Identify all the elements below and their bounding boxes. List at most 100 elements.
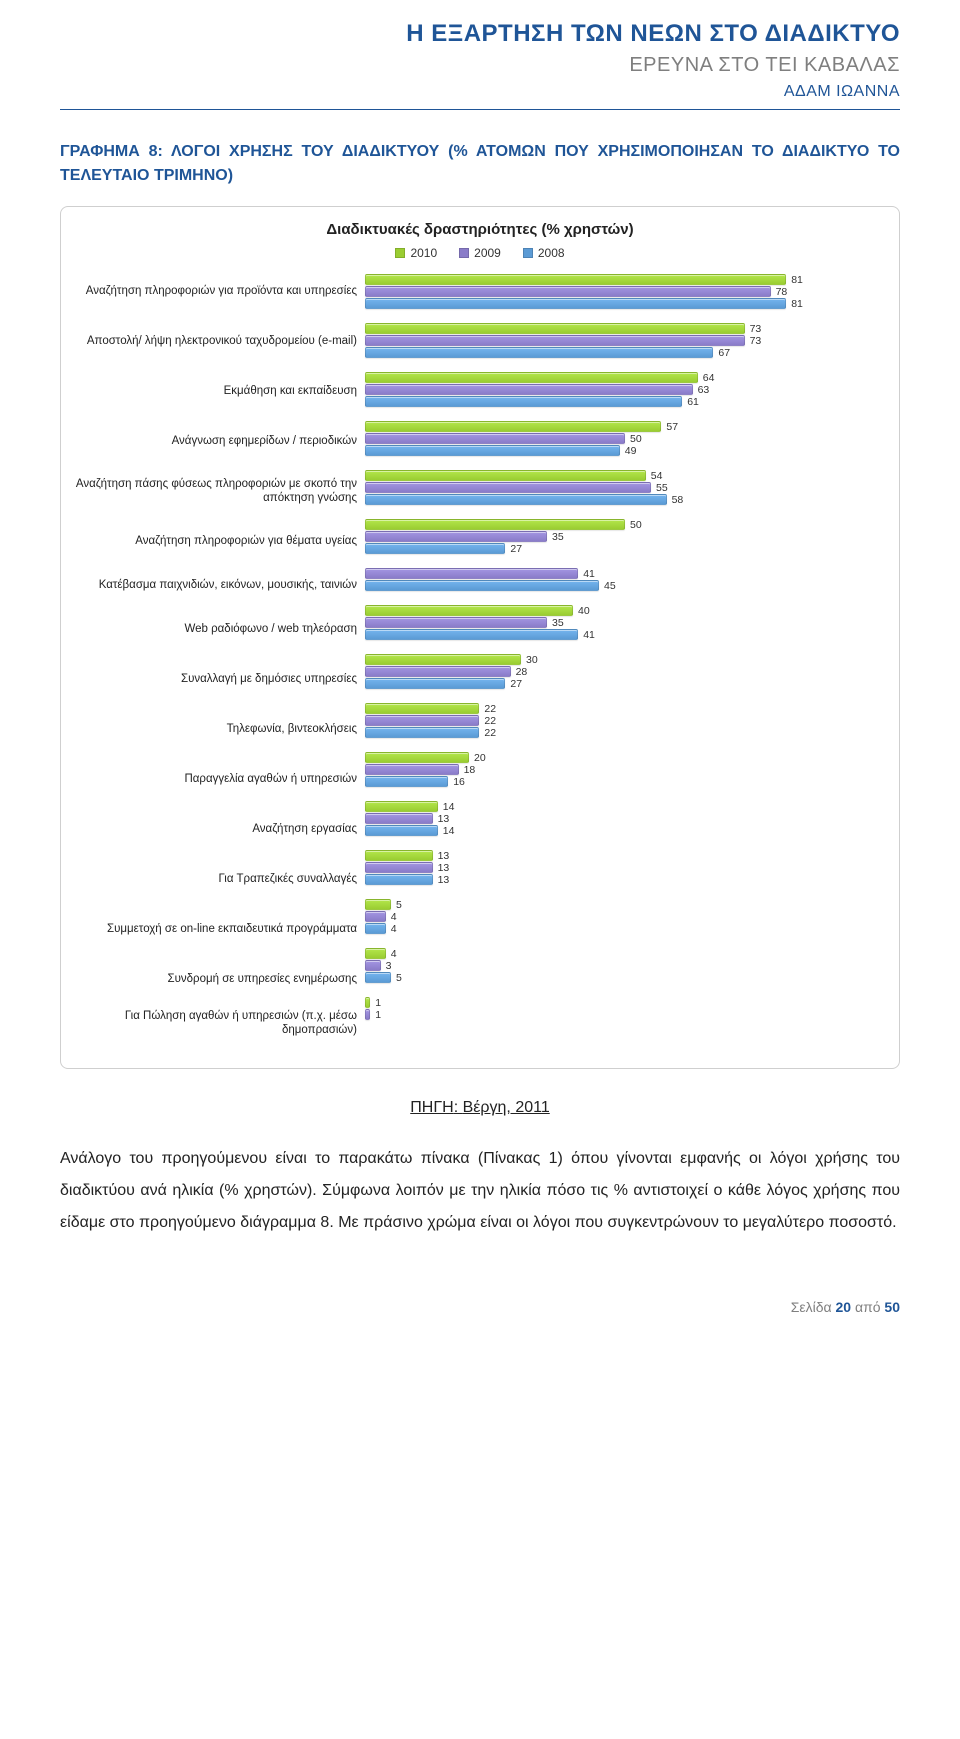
bar bbox=[365, 298, 786, 309]
bar bbox=[365, 972, 391, 983]
category-label: Αναζήτηση πληροφοριών για προϊόντα και υ… bbox=[75, 274, 365, 310]
bar bbox=[365, 997, 370, 1008]
bar-row: 55 bbox=[365, 482, 855, 493]
bar-value: 1 bbox=[375, 1009, 381, 1021]
bar-value: 4 bbox=[391, 911, 397, 923]
bar bbox=[365, 433, 625, 444]
bar bbox=[365, 850, 433, 861]
bar-value: 40 bbox=[578, 605, 590, 617]
bar bbox=[365, 715, 479, 726]
bar-row: 14 bbox=[365, 825, 855, 836]
bar bbox=[365, 764, 459, 775]
bar-row: 3 bbox=[365, 960, 855, 971]
bar-value: 41 bbox=[583, 629, 595, 641]
bar-row: 81 bbox=[365, 298, 855, 309]
bar bbox=[365, 519, 625, 530]
bar bbox=[365, 801, 438, 812]
bar-row: 64 bbox=[365, 372, 855, 383]
bar-row: 57 bbox=[365, 421, 855, 432]
legend-label: 2010 bbox=[410, 246, 437, 260]
bar bbox=[365, 825, 438, 836]
legend-item: 2009 bbox=[459, 246, 501, 260]
bar-value: 20 bbox=[474, 752, 486, 764]
category-label: Ανάγνωση εφημερίδων / περιοδικών bbox=[75, 424, 365, 460]
bar bbox=[365, 470, 646, 481]
body-paragraph: Ανάλογο του προηγούμενου είναι το παρακά… bbox=[60, 1143, 900, 1239]
bar-row: 1 bbox=[365, 997, 855, 1008]
bar-group: 545558 bbox=[365, 470, 855, 505]
bar-group: 131313 bbox=[365, 850, 855, 885]
bar-value: 50 bbox=[630, 433, 642, 445]
bar-row: 27 bbox=[365, 678, 855, 689]
bar-value: 49 bbox=[625, 445, 637, 457]
bar-value: 81 bbox=[791, 274, 803, 286]
bar-row: 41 bbox=[365, 568, 855, 579]
bar-row: 35 bbox=[365, 617, 855, 628]
bar-row: 22 bbox=[365, 727, 855, 738]
bar-value: 18 bbox=[464, 764, 476, 776]
bar-group: 544 bbox=[365, 899, 855, 934]
category-label: Αναζήτηση πάσης φύσεως πληροφοριών με σκ… bbox=[75, 474, 365, 510]
bar-value: 5 bbox=[396, 972, 402, 984]
bar bbox=[365, 617, 547, 628]
bar-row: 67 bbox=[365, 347, 855, 358]
chart-legend: 2010 2009 2008 bbox=[75, 246, 885, 260]
bar-row: 81 bbox=[365, 274, 855, 285]
legend-item: 2008 bbox=[523, 246, 565, 260]
bar-value: 55 bbox=[656, 482, 668, 494]
bar-group: 40 35 41 bbox=[365, 605, 855, 640]
bar bbox=[365, 923, 386, 934]
bar bbox=[365, 911, 386, 922]
bar-row: 50 bbox=[365, 433, 855, 444]
bar bbox=[365, 813, 433, 824]
bar-row: 22 bbox=[365, 715, 855, 726]
bar-row: 41 bbox=[365, 629, 855, 640]
category-label: Εκμάθηση και εκπαίδευση bbox=[75, 374, 365, 410]
bar bbox=[365, 445, 620, 456]
bar-row: 22 bbox=[365, 703, 855, 714]
bar-value: 27 bbox=[510, 678, 522, 690]
bar-row: 54 bbox=[365, 470, 855, 481]
bar-value: 35 bbox=[552, 531, 564, 543]
category-label: Αποστολή/ λήψη ηλεκτρονικού ταχυδρομείου… bbox=[75, 324, 365, 360]
legend-label: 2009 bbox=[474, 246, 501, 260]
page-number: Σελίδα 20 από 50 bbox=[60, 1299, 900, 1315]
bar bbox=[365, 727, 479, 738]
bar-value: 35 bbox=[552, 617, 564, 629]
bar-row: 4 bbox=[365, 948, 855, 959]
legend-label: 2008 bbox=[538, 246, 565, 260]
bar-value: 28 bbox=[516, 666, 528, 678]
bar-value: 5 bbox=[396, 899, 402, 911]
chart-body: Αναζήτηση πληροφοριών για προϊόντα και υ… bbox=[75, 274, 885, 1050]
bar-row: 78 bbox=[365, 286, 855, 297]
bar-value: 78 bbox=[776, 286, 788, 298]
figure-caption: ΓΡΑΦΗΜΑ 8: ΛΟΓΟΙ ΧΡΗΣΗΣ ΤΟΥ ΔΙΑΔΙΚΤΥΟΥ (… bbox=[60, 140, 900, 188]
bar-row: 4 bbox=[365, 911, 855, 922]
bar-row: 61 bbox=[365, 396, 855, 407]
bar-row: 13 bbox=[365, 874, 855, 885]
bar-value: 73 bbox=[750, 323, 762, 335]
bar-value: 13 bbox=[438, 874, 450, 886]
bar-value: 64 bbox=[703, 372, 715, 384]
bar-value: 13 bbox=[438, 850, 450, 862]
bar bbox=[365, 482, 651, 493]
bar bbox=[365, 494, 667, 505]
bar-value: 81 bbox=[791, 298, 803, 310]
bar bbox=[365, 948, 386, 959]
bar-value: 22 bbox=[484, 727, 496, 739]
bar bbox=[365, 605, 573, 616]
bar bbox=[365, 960, 381, 971]
bar-value: 73 bbox=[750, 335, 762, 347]
bar-value: 41 bbox=[583, 568, 595, 580]
bar-group: 201816 bbox=[365, 752, 855, 787]
bar-value: 30 bbox=[526, 654, 538, 666]
legend-swatch bbox=[459, 248, 469, 258]
bar-row: 14 bbox=[365, 801, 855, 812]
bar bbox=[365, 568, 578, 579]
bar-row: 13 bbox=[365, 813, 855, 824]
bar-value: 14 bbox=[443, 825, 455, 837]
bar bbox=[365, 862, 433, 873]
bar bbox=[365, 347, 713, 358]
bar bbox=[365, 421, 661, 432]
bar-value: 1 bbox=[375, 997, 381, 1009]
